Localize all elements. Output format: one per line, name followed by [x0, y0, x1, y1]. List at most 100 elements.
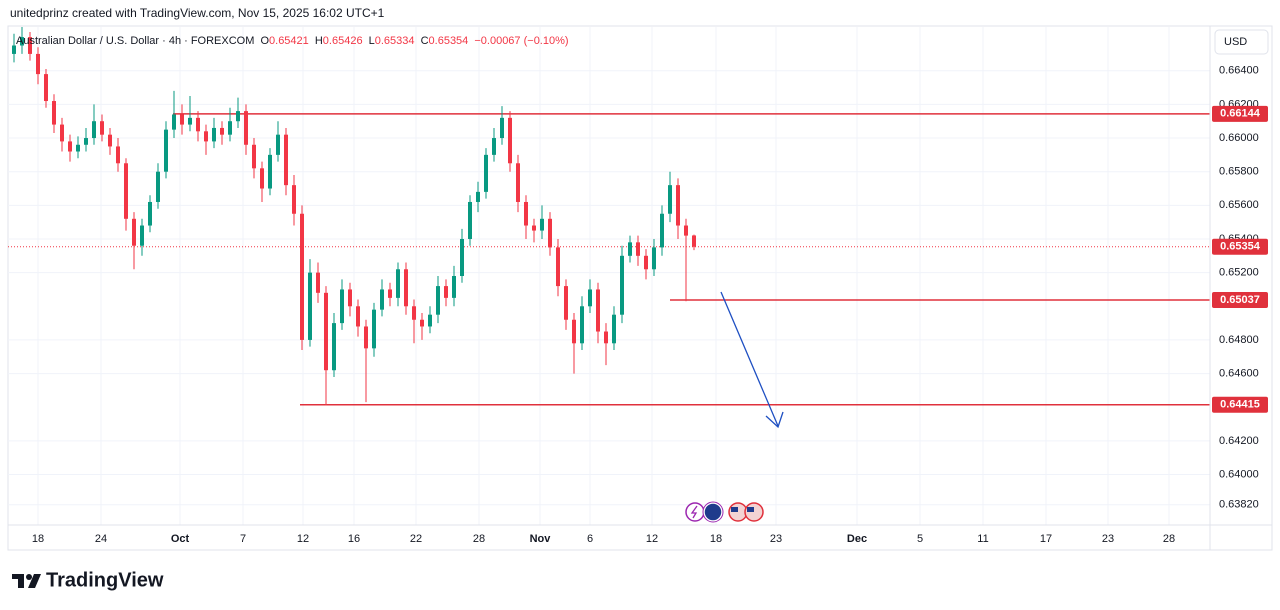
candle-body: [620, 255, 624, 315]
x-tick-label: Nov: [530, 533, 552, 545]
y-tick-label: 0.66000: [1219, 132, 1259, 144]
legend-letter: O: [260, 35, 269, 47]
candle-body: [372, 309, 376, 349]
currency-label: USD: [1224, 36, 1247, 48]
axes: 0.664000.662000.660000.658000.656000.654…: [32, 65, 1268, 545]
candle-body: [180, 114, 184, 125]
y-tick-label: 0.65600: [1219, 199, 1259, 211]
candle-body: [564, 286, 568, 320]
y-tick-label: 0.64800: [1219, 334, 1259, 346]
candle-body: [332, 323, 336, 371]
y-tick-label: 0.64600: [1219, 367, 1259, 379]
x-tick-label: 22: [410, 533, 422, 545]
x-tick-label: 18: [710, 533, 722, 545]
legend-value: 0.65421: [269, 35, 309, 47]
candle-body: [524, 201, 528, 226]
candles: [12, 27, 696, 406]
level-label: 0.65037: [1220, 294, 1260, 306]
candle-body: [164, 129, 168, 172]
y-tick-label: 0.65200: [1219, 267, 1259, 279]
candle-body: [68, 141, 72, 152]
x-tick-label: 12: [646, 533, 658, 545]
candle-body: [452, 276, 456, 298]
x-tick-label: 23: [770, 533, 782, 545]
y-tick-label: 0.64200: [1219, 435, 1259, 447]
x-tick-label: 7: [240, 533, 246, 545]
logo: TradingView: [12, 569, 164, 591]
candle-body: [476, 191, 480, 202]
grid: [8, 27, 1210, 525]
y-tick-label: 0.64000: [1219, 468, 1259, 480]
candle-body: [516, 163, 520, 202]
candle-body: [292, 185, 296, 214]
level-tag: [1212, 105, 1268, 122]
candle-body: [604, 331, 608, 344]
candle-body: [140, 225, 144, 246]
brand: TradingView: [46, 569, 164, 591]
y-tick-label: 0.63820: [1219, 499, 1259, 511]
candle-body: [396, 269, 400, 298]
candle-body: [444, 286, 448, 298]
level-tag: [1212, 396, 1268, 413]
arrow: [720, 291, 784, 429]
x-tick-label: 12: [297, 533, 309, 545]
level-label: 0.64415: [1220, 399, 1260, 411]
legend-change: −0.00067 (−0.10%): [474, 35, 568, 47]
candle-body: [548, 218, 552, 248]
candle-body: [500, 117, 504, 139]
candle-body: [644, 255, 648, 270]
candle-body: [460, 238, 464, 276]
x-tick-label: Dec: [847, 533, 867, 545]
candle-body: [388, 289, 392, 298]
x-tick-label: 16: [348, 533, 360, 545]
candle-body: [660, 213, 664, 248]
candle-body: [348, 289, 352, 307]
x-tick-label: 28: [1163, 533, 1175, 545]
level-tag: [1212, 292, 1268, 309]
candle-body: [100, 121, 104, 135]
legend-value: 0.65334: [375, 35, 415, 47]
levels: [8, 113, 1210, 406]
candle-body: [60, 124, 64, 142]
candle-body: [588, 289, 592, 307]
legend-letter: C: [421, 35, 429, 47]
candle-body: [212, 127, 216, 142]
candle-body: [532, 225, 536, 231]
candle-body: [52, 101, 56, 125]
candle-body: [268, 154, 272, 189]
legend-value: 0.65426: [323, 35, 363, 47]
last-price-tag: [1212, 238, 1268, 255]
candle-body: [364, 326, 368, 349]
candle-body: [556, 247, 560, 287]
candle-body: [36, 53, 40, 75]
candle-body: [308, 272, 312, 340]
candle-body: [596, 289, 600, 332]
legend: Australian Dollar / U.S. Dollar · 4h · F…: [16, 35, 569, 47]
candle-body: [108, 134, 112, 147]
candle-body: [484, 154, 488, 192]
candle-body: [20, 37, 24, 46]
candle-body: [612, 314, 616, 344]
last-price-label: 0.65354: [1220, 241, 1261, 253]
x-tick-label: 24: [95, 533, 107, 545]
x-tick-label: 5: [917, 533, 923, 545]
currency-button[interactable]: [1214, 29, 1269, 55]
y-tick-label: 0.66400: [1219, 65, 1259, 77]
candle-body: [124, 163, 128, 219]
candle-body: [324, 292, 328, 371]
candle-body: [340, 289, 344, 324]
candle-body: [468, 201, 472, 239]
candle-body: [196, 117, 200, 132]
y-tick-label: 0.65800: [1219, 166, 1259, 178]
candle-body: [436, 286, 440, 315]
candle-body: [380, 289, 384, 310]
legend-value: 0.65354: [429, 35, 469, 47]
candle-body: [692, 235, 696, 247]
candle-body: [316, 272, 320, 293]
candle-body: [76, 144, 80, 152]
candle-body: [412, 306, 416, 320]
candle-body: [636, 242, 640, 256]
x-tick-label: 17: [1040, 533, 1052, 545]
x-tick-label: 23: [1102, 533, 1114, 545]
